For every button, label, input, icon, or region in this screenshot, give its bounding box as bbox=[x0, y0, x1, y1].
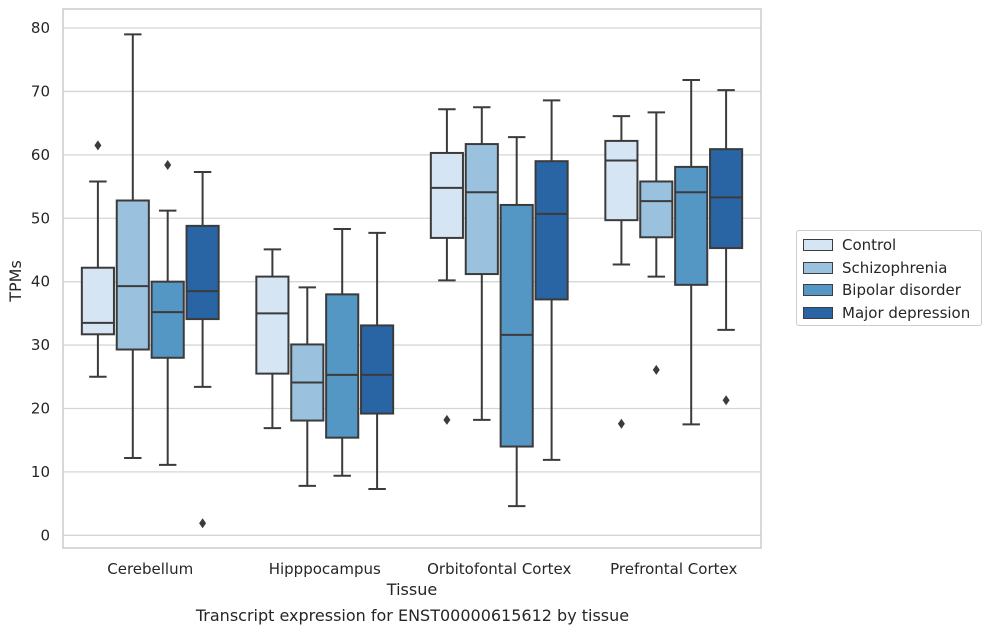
outlier-point bbox=[722, 395, 730, 406]
box-iqr bbox=[674, 165, 709, 286]
box-bipolar-disorder bbox=[325, 228, 360, 477]
y-tick-label: 40 bbox=[31, 273, 50, 291]
x-tick-label: Prefrontal Cortex bbox=[610, 560, 737, 578]
y-tick-label: 30 bbox=[31, 336, 50, 354]
box-schizophrenia bbox=[290, 286, 325, 487]
y-tick-label: 0 bbox=[40, 526, 50, 544]
legend-swatch bbox=[803, 284, 833, 296]
outlier-point bbox=[164, 159, 172, 170]
legend-label: Bipolar disorder bbox=[842, 281, 961, 299]
box-major-depression bbox=[360, 231, 395, 491]
plot-frame bbox=[62, 8, 762, 549]
box-iqr bbox=[150, 280, 185, 359]
box-iqr bbox=[115, 199, 150, 351]
box-control bbox=[255, 248, 290, 430]
y-tick-label: 20 bbox=[31, 399, 50, 417]
box-iqr bbox=[464, 143, 499, 276]
box-schizophrenia bbox=[464, 106, 499, 421]
y-tick-labels: 0 10 20 30 40 50 60 70 80 bbox=[31, 19, 50, 544]
outlier-point bbox=[652, 364, 660, 375]
legend-swatch bbox=[803, 239, 833, 251]
box-iqr bbox=[604, 139, 639, 222]
box-major-depression bbox=[534, 99, 569, 461]
x-tick-label: Cerebellum bbox=[107, 560, 193, 578]
box-bipolar-disorder bbox=[499, 136, 534, 508]
x-tick-label: Orbitofontal Cortex bbox=[427, 560, 571, 578]
y-axis-title: TPMs bbox=[6, 260, 25, 303]
box-schizophrenia bbox=[639, 111, 674, 375]
legend-swatch bbox=[803, 306, 833, 319]
box-iqr bbox=[360, 324, 395, 415]
y-tick-label: 60 bbox=[31, 146, 50, 164]
legend-swatch bbox=[803, 261, 833, 274]
box-bipolar-disorder bbox=[674, 79, 709, 426]
y-tick-label: 70 bbox=[31, 82, 50, 100]
legend-item: Control bbox=[803, 234, 896, 256]
outlier-point bbox=[617, 418, 625, 429]
box-control bbox=[429, 108, 464, 425]
legend-label: Control bbox=[842, 236, 897, 254]
y-tick-label: 50 bbox=[31, 209, 50, 227]
box-iqr bbox=[185, 224, 220, 321]
box-control bbox=[604, 115, 639, 429]
legend: Control Schizophrenia Bipolar disorder Majo… bbox=[796, 230, 982, 326]
box-major-depression bbox=[185, 170, 220, 529]
box-plots bbox=[80, 33, 744, 529]
legend-label: Major depression bbox=[842, 303, 971, 322]
outlier-point bbox=[94, 140, 102, 151]
box-major-depression bbox=[709, 89, 744, 406]
box-control bbox=[80, 140, 115, 378]
legend-item: Schizophrenia bbox=[803, 257, 947, 279]
x-tick-label: Hipppocampus bbox=[269, 560, 381, 578]
y-tick-label: 80 bbox=[31, 19, 50, 37]
box-iqr bbox=[429, 151, 464, 239]
box-bipolar-disorder bbox=[150, 159, 185, 466]
x-tick-labels: Cerebellum Hipppocampus Orbitofontal Corte… bbox=[107, 560, 737, 578]
box-iqr bbox=[325, 293, 360, 439]
legend-label: Schizophrenia bbox=[842, 258, 948, 277]
box-iqr bbox=[709, 148, 744, 250]
legend-item: Major depression bbox=[803, 302, 970, 324]
box-iqr bbox=[255, 275, 290, 375]
box-schizophrenia bbox=[115, 33, 150, 459]
legend-item: Bipolar disorder bbox=[803, 279, 961, 301]
chart-caption: Transcript expression for ENST0000061561… bbox=[195, 606, 630, 625]
box-iqr bbox=[499, 203, 534, 448]
x-axis-title: Tissue bbox=[386, 580, 437, 599]
box-iqr bbox=[80, 266, 115, 336]
box-iqr bbox=[639, 180, 674, 239]
outlier-point bbox=[199, 518, 207, 529]
box-iqr bbox=[534, 160, 569, 301]
y-tick-label: 10 bbox=[31, 463, 50, 481]
outlier-point bbox=[443, 414, 451, 425]
